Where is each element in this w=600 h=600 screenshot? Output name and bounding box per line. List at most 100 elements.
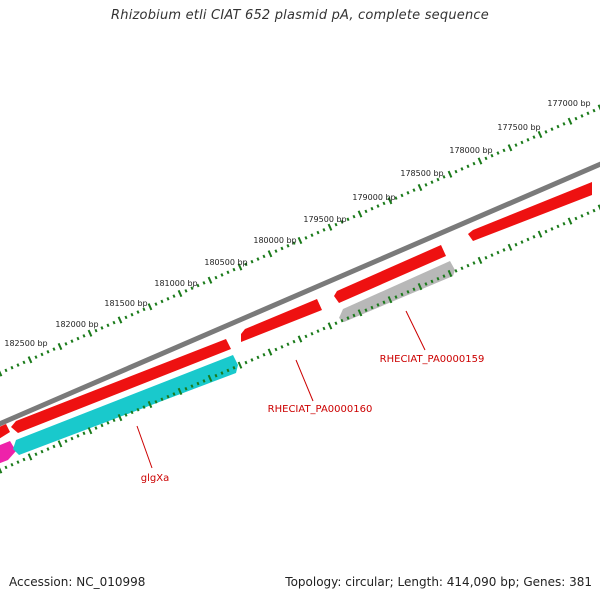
outer-ruler-minor-tick xyxy=(40,352,44,357)
outer-ruler-major-tick xyxy=(0,370,3,377)
inner-ruler-major-tick xyxy=(237,361,243,369)
glgxa-label[interactable]: glgXa xyxy=(141,473,169,484)
rheciat-pa0000160-label[interactable]: RHECIAT_PA0000160 xyxy=(268,404,373,415)
inner-ruler-minor-tick xyxy=(4,465,8,470)
inner-ruler-minor-tick xyxy=(142,405,146,409)
inner-ruler-minor-tick xyxy=(490,253,494,257)
outer-ruler-minor-tick xyxy=(424,183,428,187)
inner-ruler-minor-tick xyxy=(496,250,500,255)
outer-ruler-minor-tick xyxy=(22,360,26,365)
outer-ruler-minor-tick xyxy=(214,275,218,280)
outer-ruler-minor-tick xyxy=(376,204,380,208)
inner-ruler-minor-tick xyxy=(526,237,530,242)
outer-ruler-minor-tick xyxy=(586,111,590,116)
forward-cds-2[interactable] xyxy=(11,339,231,433)
inner-ruler-minor-tick xyxy=(76,434,80,438)
outer-ruler-minor-tick xyxy=(352,214,356,219)
outer-ruler-major-tick xyxy=(567,117,573,125)
ruler-label: 181000 bp xyxy=(154,279,197,288)
inner-ruler-minor-tick xyxy=(316,329,320,333)
inner-ruler-major-tick xyxy=(387,296,393,304)
inner-ruler-minor-tick xyxy=(394,295,398,299)
outer-ruler-minor-tick xyxy=(430,180,434,184)
inner-ruler-minor-tick xyxy=(352,313,356,318)
inner-ruler-minor-tick xyxy=(400,292,404,297)
inner-ruler xyxy=(0,204,600,474)
forward-cds-3[interactable] xyxy=(241,299,322,342)
inner-ruler-minor-tick xyxy=(544,229,548,234)
inner-ruler-minor-tick xyxy=(214,373,218,378)
rheciat-pa0000159-gene[interactable] xyxy=(339,261,455,322)
inner-ruler-minor-tick xyxy=(322,326,326,331)
rheciat-pa0000159-label[interactable]: RHECIAT_PA0000159 xyxy=(380,354,485,365)
outer-ruler-minor-tick xyxy=(82,334,86,338)
outer-ruler-major-tick xyxy=(537,130,543,139)
outer-ruler-minor-tick xyxy=(322,228,326,232)
outer-ruler xyxy=(0,104,600,377)
forward-cds-5[interactable] xyxy=(468,182,592,241)
inner-ruler-minor-tick xyxy=(550,227,554,231)
inner-ruler-minor-tick xyxy=(592,208,596,213)
outer-ruler-minor-tick xyxy=(292,241,296,245)
inner-ruler-major-tick xyxy=(297,335,303,343)
reverse-cds-magenta[interactable] xyxy=(0,441,16,467)
forward-cds-4[interactable] xyxy=(334,245,446,303)
inner-ruler-minor-tick xyxy=(406,290,410,294)
inner-ruler-major-tick xyxy=(57,440,63,448)
outer-ruler-minor-tick xyxy=(490,153,494,158)
outer-ruler-major-tick xyxy=(57,342,63,351)
outer-ruler-minor-tick xyxy=(142,307,146,312)
inner-ruler-major-tick xyxy=(207,374,213,382)
ruler-label: 182000 bp xyxy=(55,320,98,329)
outer-ruler-major-tick xyxy=(27,356,33,364)
outer-ruler-major-tick xyxy=(387,197,393,205)
outer-ruler-minor-tick xyxy=(16,363,20,367)
inner-ruler-minor-tick xyxy=(364,308,368,312)
outer-ruler-minor-tick xyxy=(442,175,446,179)
outer-ruler-minor-tick xyxy=(64,342,68,346)
inner-ruler-major-tick xyxy=(447,269,453,278)
forward-cds-1[interactable] xyxy=(0,424,10,442)
outer-ruler-minor-tick xyxy=(460,167,464,171)
outer-ruler-major-tick xyxy=(507,144,513,152)
inner-ruler-minor-tick xyxy=(472,261,476,265)
outer-ruler-minor-tick xyxy=(244,262,248,267)
inner-ruler-minor-tick xyxy=(514,242,518,247)
inner-ruler-major-tick xyxy=(477,256,483,265)
outer-ruler-minor-tick xyxy=(232,267,236,272)
inner-ruler-minor-tick xyxy=(340,318,344,323)
outer-ruler-minor-tick xyxy=(394,196,398,200)
glgxa-gene[interactable] xyxy=(13,355,238,455)
inner-ruler-minor-tick xyxy=(574,216,578,221)
outer-ruler-major-tick xyxy=(297,236,303,245)
inner-ruler-minor-tick xyxy=(376,303,380,307)
inner-ruler-minor-tick xyxy=(286,342,290,347)
inner-ruler-minor-tick xyxy=(334,321,338,326)
inner-ruler-minor-tick xyxy=(382,300,386,305)
ruler-label: 177500 bp xyxy=(497,123,540,132)
inner-ruler-minor-tick xyxy=(250,358,254,362)
inner-ruler-major-tick xyxy=(597,204,600,211)
outer-ruler-minor-tick xyxy=(196,283,200,288)
inner-ruler-minor-tick xyxy=(64,439,68,443)
inner-ruler-minor-tick xyxy=(442,274,446,278)
inner-ruler-minor-tick xyxy=(184,387,188,391)
inner-ruler-minor-tick xyxy=(16,460,20,464)
inner-ruler-minor-tick xyxy=(70,436,74,441)
inner-ruler-minor-tick xyxy=(586,211,590,216)
outer-ruler-minor-tick xyxy=(592,108,596,113)
inner-ruler-minor-tick xyxy=(190,384,194,388)
outer-ruler-minor-tick xyxy=(52,347,56,351)
inner-ruler-minor-tick xyxy=(274,347,278,352)
reverse-strand-features xyxy=(0,261,455,467)
inner-ruler-minor-tick xyxy=(244,360,248,365)
inner-ruler-major-tick xyxy=(147,400,153,409)
ruler-label: 179000 bp xyxy=(352,193,395,202)
inner-ruler-minor-tick xyxy=(112,418,116,422)
ruler-label: 180500 bp xyxy=(204,258,247,267)
outer-ruler-minor-tick xyxy=(4,368,8,373)
inner-ruler-major-tick xyxy=(177,387,183,396)
ruler-label: 178500 bp xyxy=(400,169,443,178)
inner-ruler-minor-tick xyxy=(82,431,86,436)
inner-ruler-minor-tick xyxy=(580,214,584,218)
